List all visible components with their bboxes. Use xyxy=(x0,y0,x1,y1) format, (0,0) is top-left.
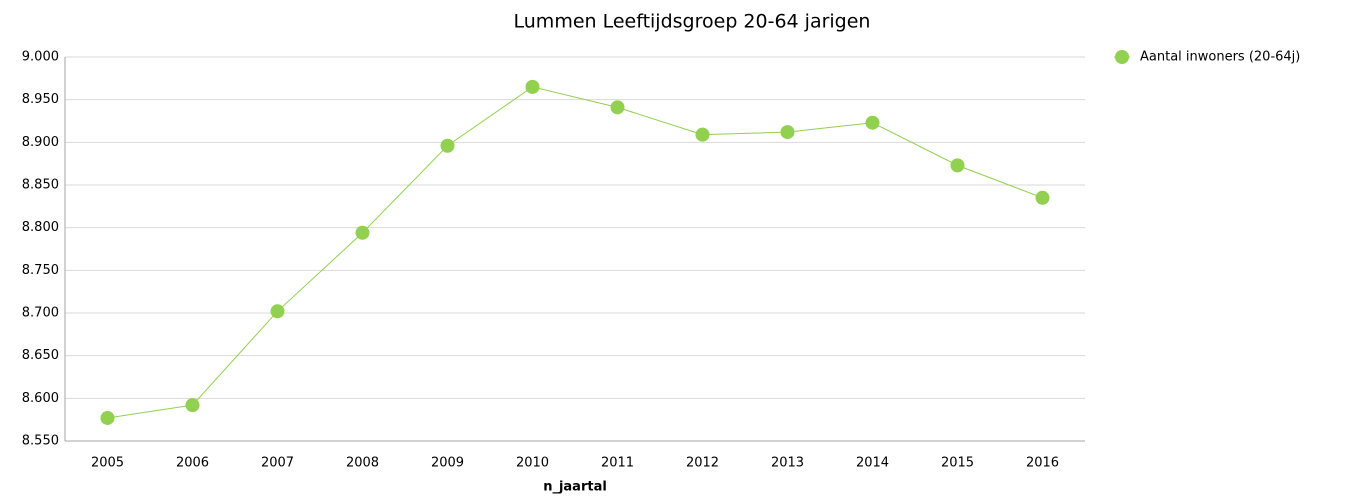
x-tick-label: 2009 xyxy=(431,456,464,471)
marker xyxy=(185,398,200,413)
marker xyxy=(440,138,455,153)
x-tick-label: 2008 xyxy=(346,456,379,471)
x-tick-label: 2011 xyxy=(601,456,634,471)
x-axis-title: n_jaartal xyxy=(543,480,607,495)
y-tick-label: 9.000 xyxy=(22,50,59,65)
x-tick-label: 2007 xyxy=(261,456,294,471)
legend-label: Aantal inwoners (20-64j) xyxy=(1140,50,1300,65)
marker xyxy=(355,225,370,240)
marker xyxy=(1035,190,1050,205)
y-tick-label: 8.900 xyxy=(22,135,59,150)
x-tick-label: 2010 xyxy=(516,456,549,471)
chart-title: Lummen Leeftijdsgroep 20-64 jarigen xyxy=(514,11,871,33)
line xyxy=(107,86,1043,419)
legend-marker xyxy=(1115,50,1129,64)
x-tick-label: 2014 xyxy=(856,456,889,471)
y-tick-label: 8.850 xyxy=(22,178,59,193)
y-tick-label: 8.800 xyxy=(22,220,59,235)
marker xyxy=(695,127,710,142)
y-tick-label: 8.600 xyxy=(22,391,59,406)
marker xyxy=(270,304,285,319)
marker xyxy=(610,100,625,115)
marker xyxy=(525,79,540,94)
marker xyxy=(780,125,795,140)
x-tick-label: 2005 xyxy=(91,456,124,471)
x-tick-label: 2006 xyxy=(176,456,209,471)
x-tick-label: 2013 xyxy=(771,456,804,471)
y-tick-label: 8.950 xyxy=(22,92,59,107)
y-tick-label: 8.550 xyxy=(22,434,59,449)
y-tick-label: 8.750 xyxy=(22,263,59,278)
marker xyxy=(950,158,965,173)
y-tick-label: 8.700 xyxy=(22,306,59,321)
y-tick-label: 8.650 xyxy=(22,348,59,363)
marker xyxy=(100,410,115,425)
x-tick-label: 2012 xyxy=(686,456,719,471)
marker xyxy=(865,115,880,130)
x-tick-label: 2016 xyxy=(1026,456,1059,471)
x-tick-label: 2015 xyxy=(941,456,974,471)
